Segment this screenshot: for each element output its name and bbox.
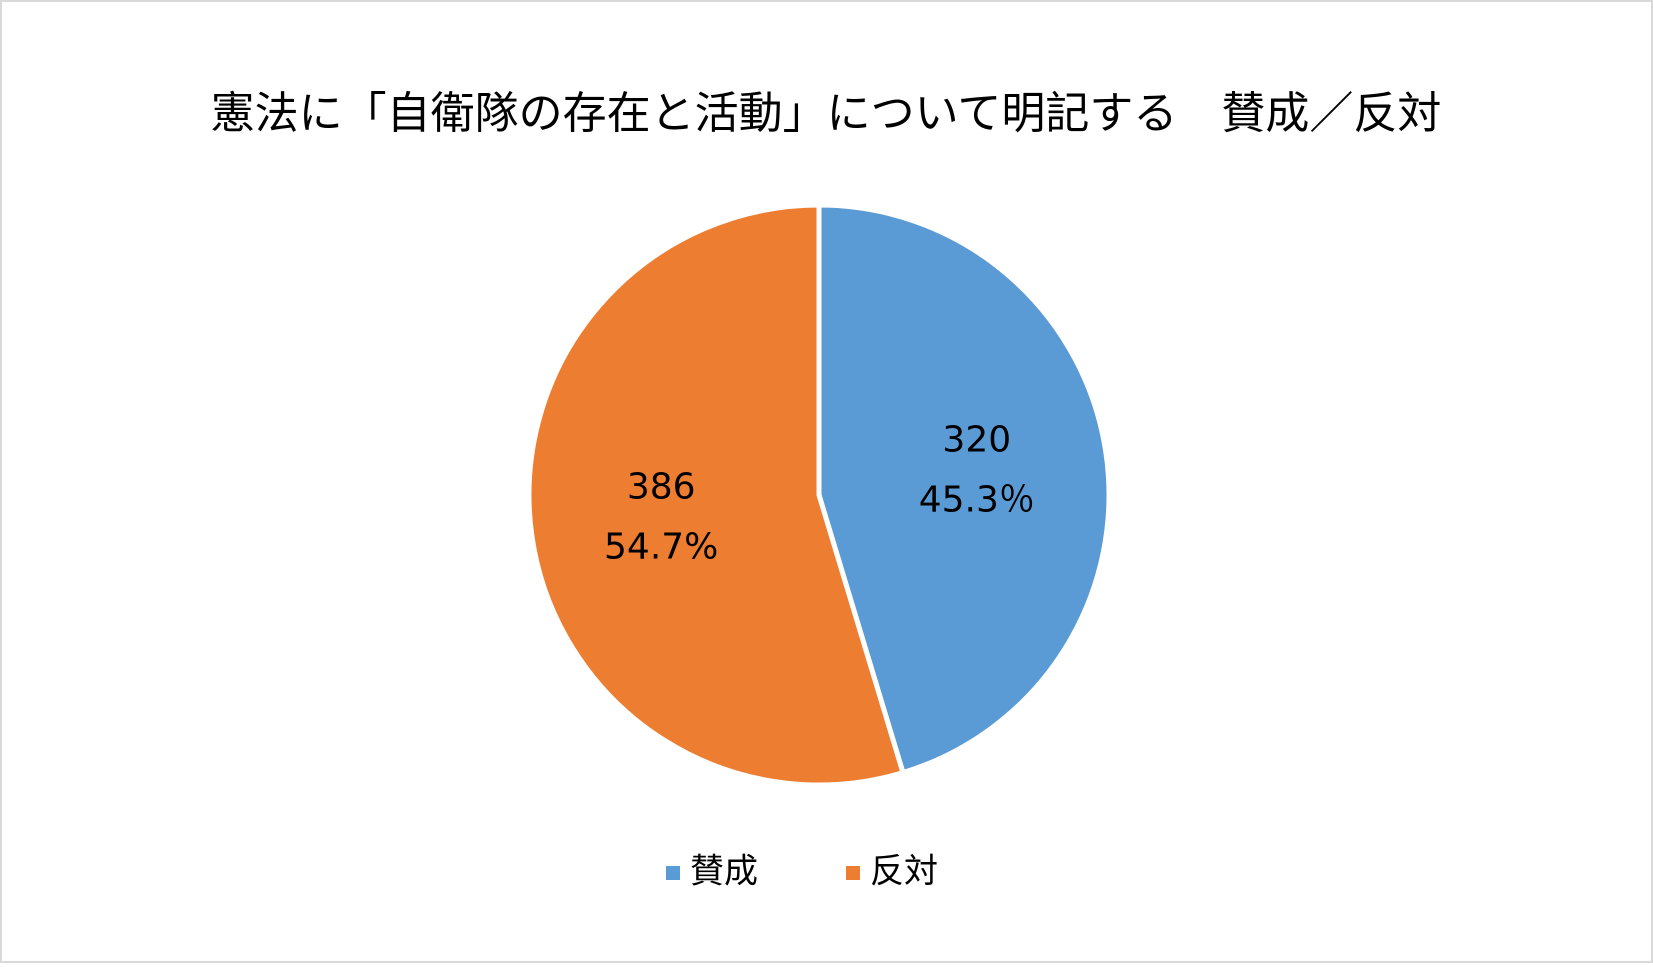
- legend-label: 反対: [870, 852, 938, 892]
- legend-label: 賛成: [690, 852, 758, 892]
- legend-swatch: [846, 866, 860, 880]
- data-label: 320: [942, 420, 1011, 461]
- pie-slice: [526, 202, 906, 788]
- percent-label: 54.7%: [604, 526, 718, 567]
- percent-label: 45.3％: [919, 480, 1035, 521]
- legend-swatch: [666, 866, 680, 880]
- chart-title: 憲法に「自衛隊の存在と活動」について明記する 賛成／反対: [211, 88, 1442, 139]
- pie-slice: [816, 202, 1112, 776]
- data-label: 386: [627, 466, 696, 507]
